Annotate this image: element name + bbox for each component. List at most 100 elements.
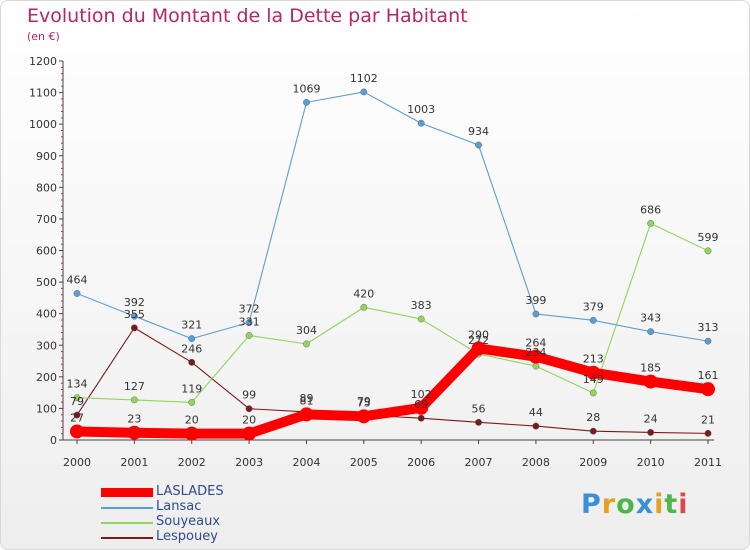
data-point <box>130 396 138 404</box>
data-label: 185 <box>640 362 661 375</box>
data-point <box>704 429 712 437</box>
data-label: 343 <box>640 312 661 325</box>
x-tick-label: 2005 <box>350 456 378 469</box>
data-label: 213 <box>583 353 604 366</box>
data-point <box>245 405 253 413</box>
data-point <box>245 332 253 339</box>
data-point <box>73 394 81 402</box>
data-label: 379 <box>583 300 604 313</box>
data-label: 99 <box>242 389 256 402</box>
data-label: 44 <box>529 406 543 419</box>
data-point <box>647 429 655 436</box>
y-tick-label: 300 <box>36 339 57 352</box>
x-tick-label: 2007 <box>465 456 493 469</box>
data-label: 599 <box>698 231 719 244</box>
data-point <box>532 310 540 318</box>
y-tick-label: 200 <box>36 371 57 384</box>
data-point <box>188 335 196 343</box>
x-tick-label: 2009 <box>579 456 607 469</box>
data-label: 321 <box>181 319 202 332</box>
data-label: 69 <box>414 398 428 411</box>
logo-letter: x <box>635 489 655 520</box>
x-tick-label: 2001 <box>120 456 148 469</box>
logo-letter: i <box>678 489 689 520</box>
line-chart: 0 100 200 300 400 500 600 700 800 900 1000 1100 1200… <box>29 55 722 469</box>
data-label: 383 <box>411 299 432 312</box>
data-point <box>528 349 543 364</box>
series-line-lansac <box>76 91 709 342</box>
data-point <box>589 316 597 324</box>
x-tick-label: 2006 <box>407 456 435 469</box>
y-tick-label: 700 <box>36 213 57 226</box>
data-label: 127 <box>124 380 145 393</box>
legend-label: Lansac <box>156 499 202 514</box>
x-tick-label: 2004 <box>292 456 320 469</box>
data-label: 264 <box>525 337 546 350</box>
data-label: 331 <box>239 315 260 328</box>
data-label: 290 <box>468 328 489 341</box>
data-label: 392 <box>124 296 145 309</box>
series-line-souyeaux <box>76 222 709 403</box>
data-point <box>414 400 429 415</box>
data-label: 934 <box>468 125 489 138</box>
data-point <box>417 414 425 422</box>
data-label: 21 <box>701 413 715 426</box>
data-label: 234 <box>525 346 546 359</box>
data-label: 420 <box>353 287 374 300</box>
data-label: 355 <box>124 308 145 321</box>
data-label: 304 <box>296 324 317 337</box>
data-point <box>647 328 655 336</box>
data-label: 149 <box>583 373 604 386</box>
legend-swatch <box>101 521 153 524</box>
chart-title: Evolution du Montant de la Dette par Hab… <box>27 5 468 27</box>
data-point <box>532 422 540 430</box>
y-tick-label: 1200 <box>29 55 57 68</box>
data-point <box>475 418 482 426</box>
data-point <box>188 399 196 406</box>
data-point <box>188 358 196 366</box>
data-label: 20 <box>242 414 256 427</box>
data-point <box>130 312 138 320</box>
data-label: 81 <box>299 394 313 407</box>
data-label: 686 <box>640 203 661 216</box>
x-tick-label: 2008 <box>522 456 550 469</box>
x-tick-label: 2010 <box>637 456 665 469</box>
legend-swatch <box>101 488 153 497</box>
data-point <box>417 315 425 323</box>
data-point <box>589 427 597 435</box>
x-tick-label: 2002 <box>178 456 206 469</box>
y-tick-label: 500 <box>36 276 57 289</box>
data-label: 161 <box>698 369 719 382</box>
logo-letter: P <box>581 489 602 520</box>
data-point <box>73 411 81 419</box>
data-label: 79 <box>357 395 371 408</box>
x-tick-label: 2000 <box>63 456 91 469</box>
data-point <box>303 98 310 106</box>
y-tick-label: 400 <box>36 308 57 321</box>
x-tick-label: 2003 <box>235 456 263 469</box>
data-label: 89 <box>299 392 313 405</box>
data-point <box>704 247 712 255</box>
legend-swatch <box>101 536 153 539</box>
y-tick-label: 600 <box>36 245 57 258</box>
data-label: 313 <box>698 321 719 334</box>
data-point <box>586 365 601 380</box>
legend-label: LASLADES <box>156 484 224 499</box>
data-point <box>360 88 368 96</box>
data-point <box>127 425 142 440</box>
data-label: 1069 <box>292 82 320 95</box>
data-label: 1102 <box>350 72 378 85</box>
data-point <box>73 290 81 297</box>
data-label: 399 <box>525 294 546 307</box>
y-tick-label: 900 <box>36 150 57 163</box>
data-label: 272 <box>468 334 489 347</box>
legend-label: Souyeaux <box>156 514 221 529</box>
y-tick-label: 0 <box>50 434 57 447</box>
data-point <box>245 319 253 326</box>
data-label: 75 <box>357 396 371 409</box>
logo-letter: o <box>616 489 636 520</box>
data-label: 246 <box>181 342 202 355</box>
data-point <box>475 141 482 149</box>
data-point <box>356 409 371 424</box>
